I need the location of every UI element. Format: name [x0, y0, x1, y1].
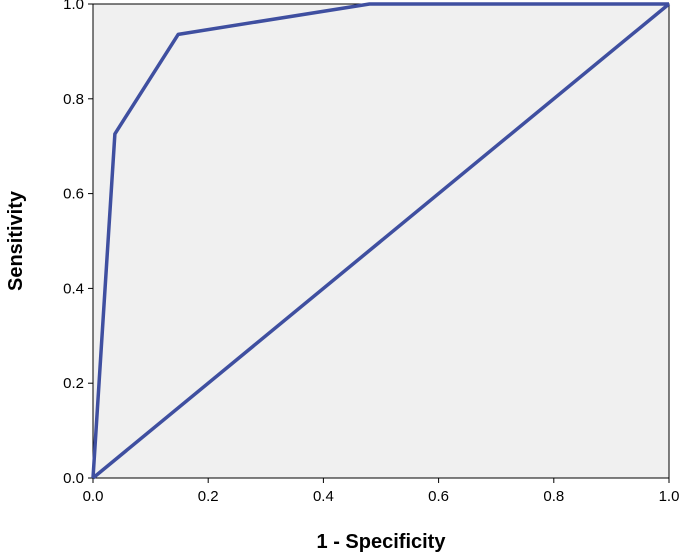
x-axis-title: 1 - Specificity: [317, 531, 447, 553]
x-tick-label: 1.0: [659, 488, 680, 505]
y-tick-label: 0.4: [63, 280, 84, 297]
x-axis-ticks: 0.0 0.2 0.4 0.6 0.8 1.0: [83, 478, 680, 505]
series-lines: [91, 2, 671, 480]
x-tick-label: 0.4: [313, 488, 334, 505]
y-axis-ticks: 0.0 0.2 0.4 0.6 0.8 1.0: [63, 0, 93, 487]
y-tick-label: 0.2: [63, 375, 84, 392]
y-axis-title: Sensitivity: [5, 190, 27, 291]
x-tick-label: 0.0: [83, 488, 104, 505]
y-tick-label: 1.0: [63, 0, 84, 13]
y-tick-label: 0.6: [63, 186, 84, 203]
x-tick-label: 0.2: [198, 488, 219, 505]
x-tick-label: 0.8: [543, 488, 564, 505]
reference-diagonal-line: [91, 2, 671, 480]
y-tick-label: 0.8: [63, 91, 84, 108]
roc-curve-line: [91, 2, 669, 479]
y-tick-label: 0.0: [63, 470, 84, 487]
x-tick-label: 0.6: [428, 488, 449, 505]
